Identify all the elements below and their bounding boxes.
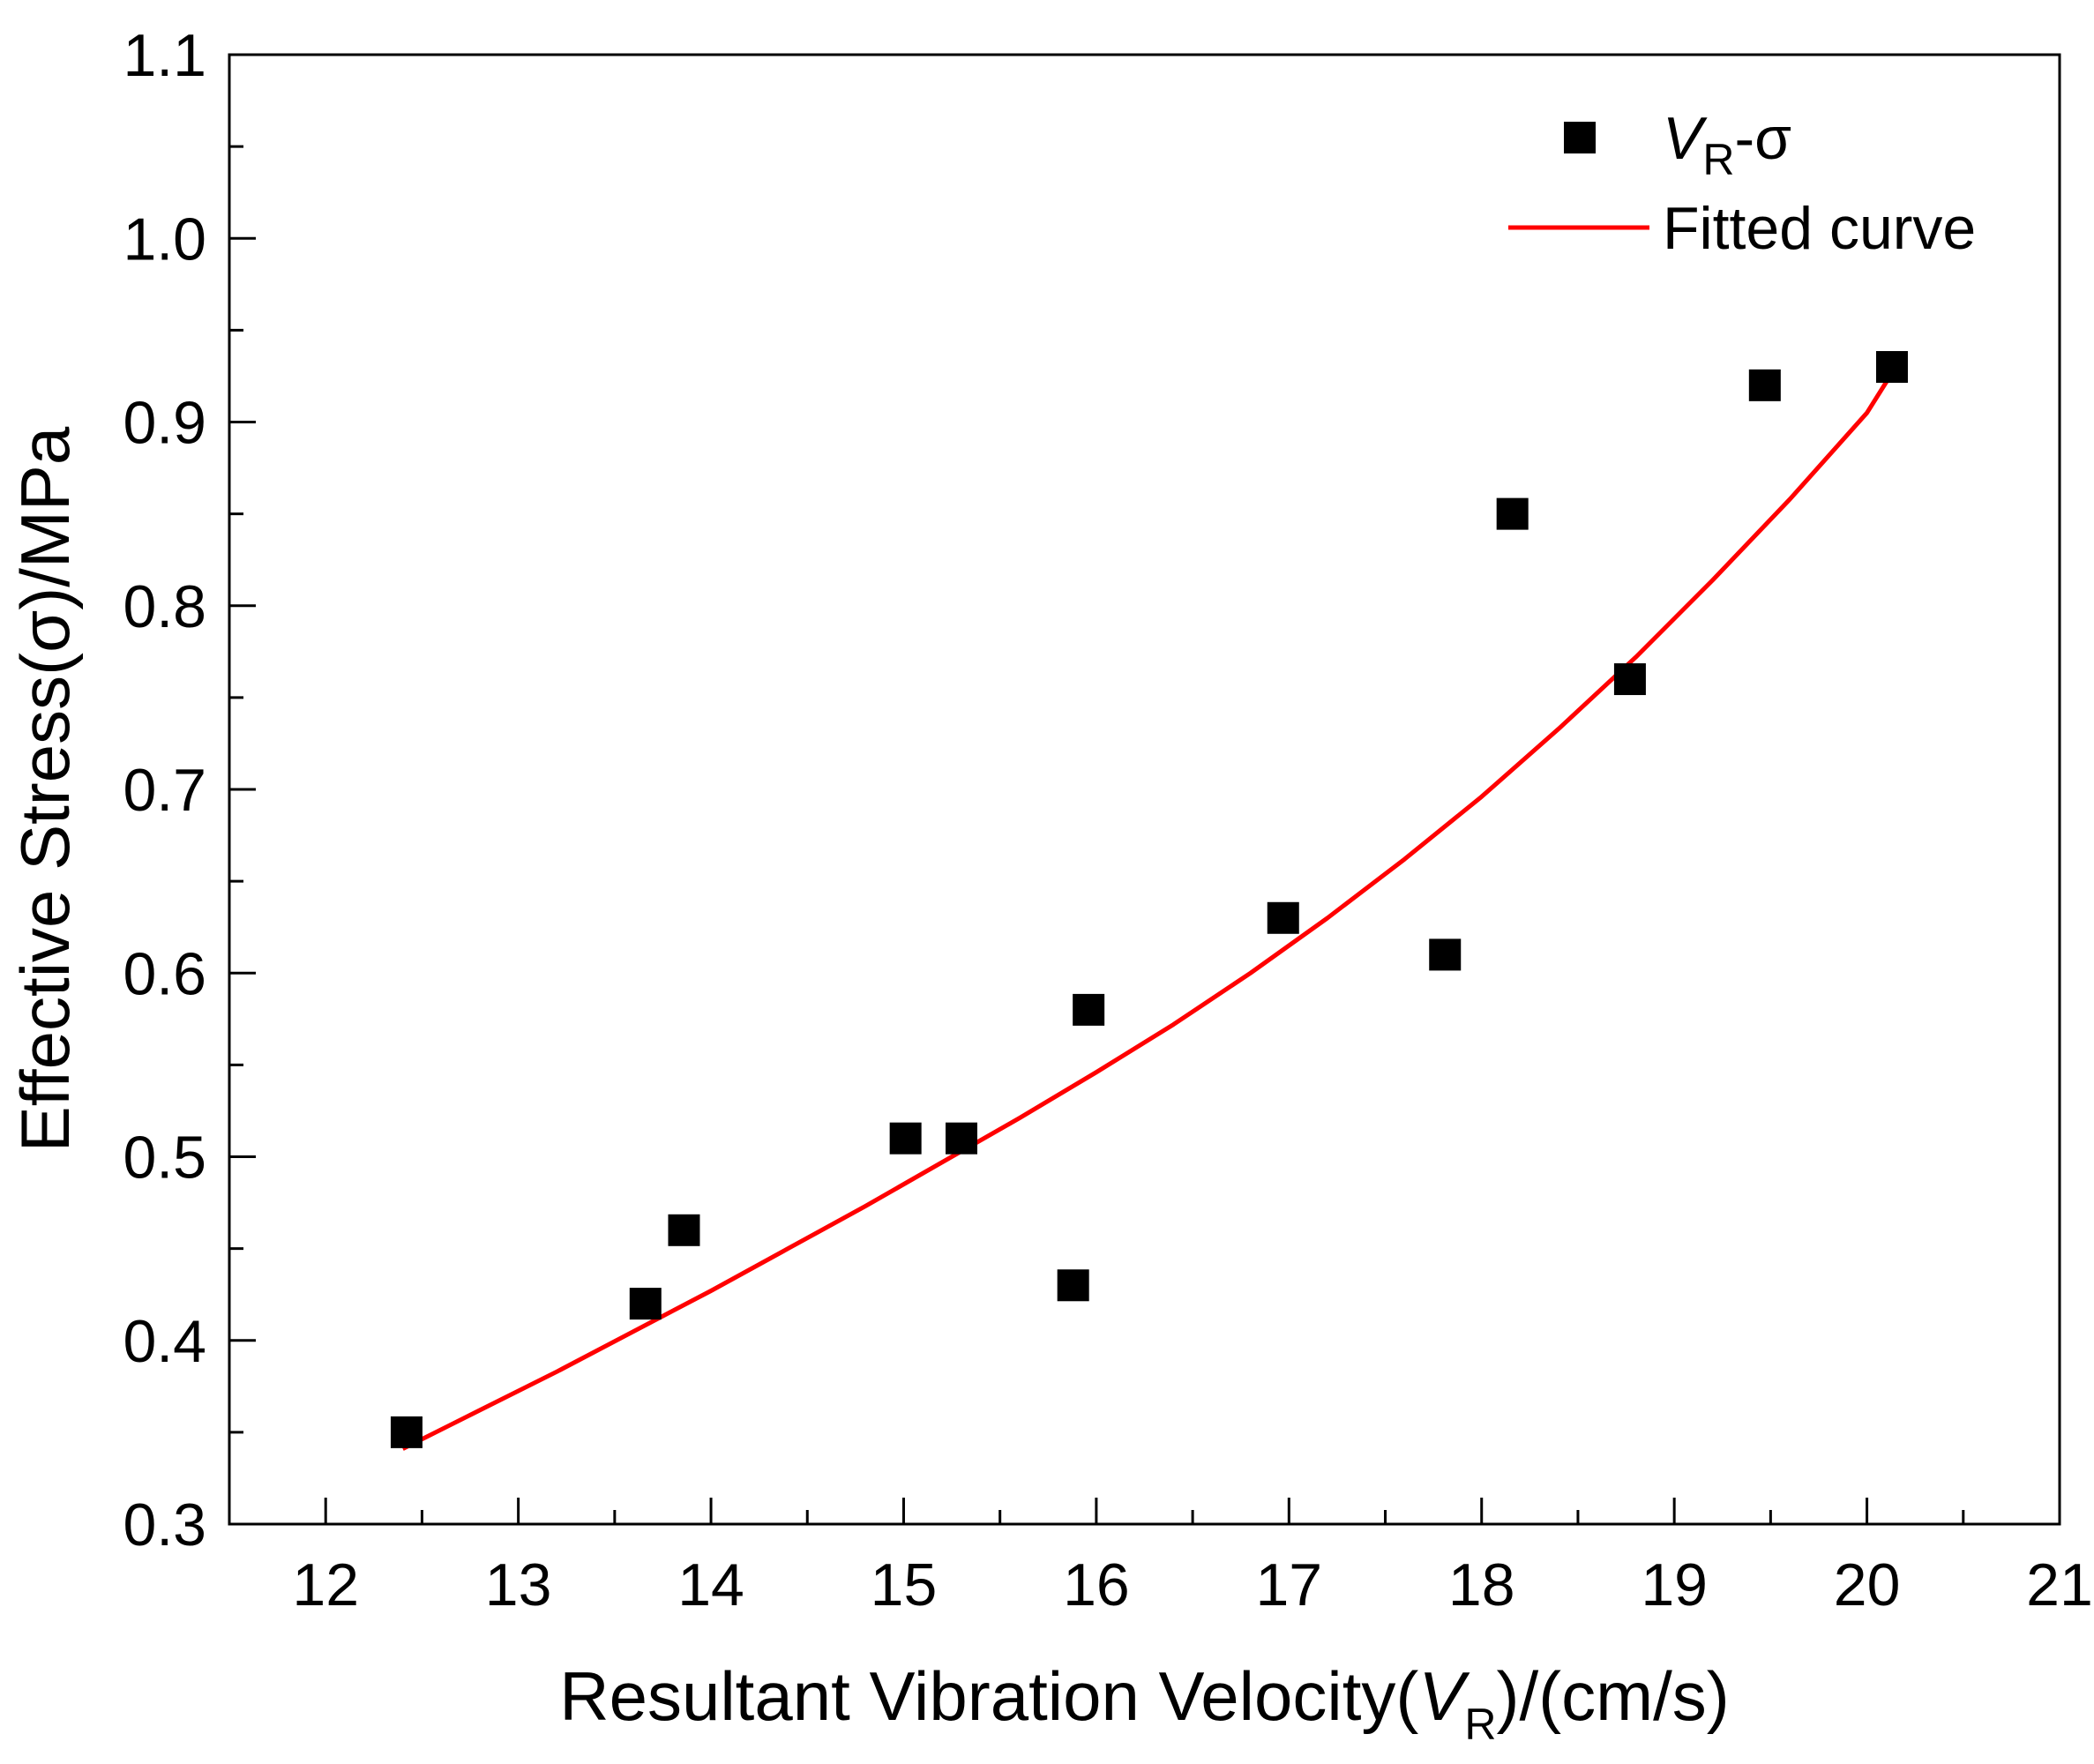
y-tick-label: 0.3 [123, 1491, 206, 1558]
x-tick-label: 18 [1448, 1551, 1515, 1618]
data-point [1267, 901, 1299, 934]
data-point [889, 1122, 922, 1155]
data-point [1875, 351, 1908, 384]
x-axis-title: Resultant Vibration Velocity(VR)/(cm/s) [559, 1657, 1729, 1749]
data-point [1496, 497, 1529, 530]
x-tick-label: 20 [1834, 1551, 1901, 1618]
data-point [668, 1214, 700, 1246]
legend-label-fitted-curve: Fitted curve [1663, 195, 1976, 262]
y-tick-label: 0.8 [123, 573, 206, 640]
data-point [946, 1122, 977, 1155]
legend-label-scatter-suffix: -σ [1734, 105, 1791, 172]
x-axis-title-sub: R [1464, 1700, 1496, 1749]
y-tick-label: 1.1 [123, 22, 206, 89]
legend: VR-σ Fitted curve [1508, 105, 1976, 262]
x-tick-label: 19 [1641, 1551, 1708, 1618]
data-point [1613, 663, 1646, 696]
y-tick-label: 0.7 [123, 757, 206, 824]
x-tick-label: 14 [677, 1551, 744, 1618]
fitted-curve-layer [401, 365, 1898, 1451]
x-tick-label: 12 [292, 1551, 359, 1618]
data-point [1429, 938, 1462, 971]
legend-label-scatter-var: V [1663, 105, 1708, 172]
data-point [390, 1416, 423, 1448]
y-tick-label: 0.9 [123, 390, 206, 457]
plot-frame [228, 53, 2061, 1526]
data-point [1057, 1269, 1089, 1302]
data-point [1073, 993, 1105, 1026]
legend-label-scatter-sub: R [1702, 135, 1734, 184]
x-axis-title-var: V [1418, 1657, 1470, 1735]
x-tick-label: 15 [871, 1551, 938, 1618]
axis-ticks [228, 53, 2061, 1526]
data-point [1748, 369, 1781, 401]
legend-marker-square [1564, 122, 1596, 153]
fitted-curve-line [401, 365, 1898, 1451]
legend-label-scatter: VR-σ [1663, 105, 1791, 184]
y-tick-label: 0.5 [123, 1125, 206, 1192]
x-tick-label: 17 [1255, 1551, 1322, 1618]
data-points-layer [390, 351, 1908, 1448]
data-point [629, 1288, 662, 1320]
x-tick-label: 16 [1063, 1551, 1130, 1618]
x-axis-title-suffix: )/(cm/s) [1496, 1657, 1729, 1735]
tick-labels: 12 13 14 15 16 17 18 19 20 21 0.3 0.4 0.5 0.6 0.7 0.8 0.… [123, 22, 2092, 1618]
x-axis-title-prefix: Resultant Vibration Velocity( [559, 1657, 1418, 1735]
y-tick-label: 0.4 [123, 1308, 206, 1375]
y-tick-label: 0.6 [123, 940, 206, 1007]
x-tick-label: 21 [2026, 1551, 2093, 1618]
y-tick-label: 1.0 [123, 206, 206, 273]
x-tick-label: 13 [485, 1551, 552, 1618]
y-axis-title: Effective Stress(σ)/MPa [6, 426, 84, 1152]
